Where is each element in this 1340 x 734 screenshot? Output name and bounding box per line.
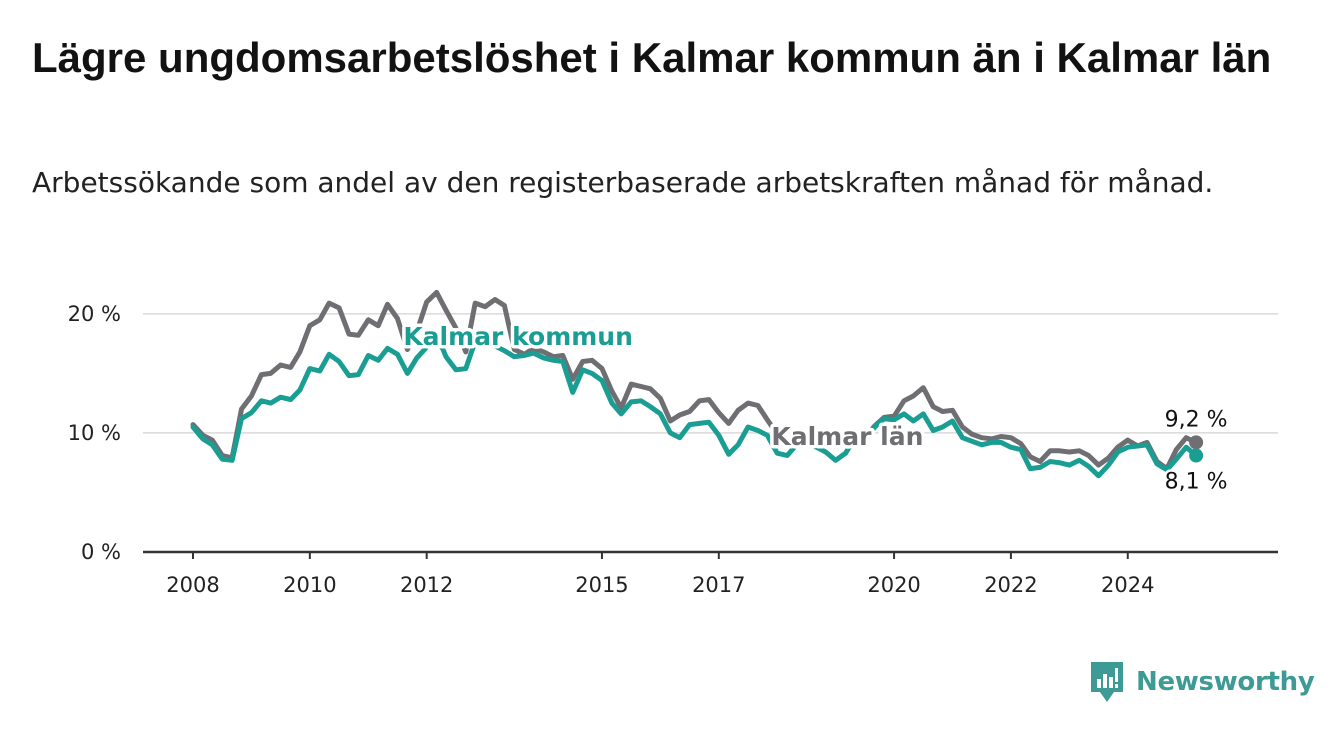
y-tick-label: 0 % <box>81 540 121 564</box>
y-tick-labels: 0 % 10 % 20 % <box>68 302 121 564</box>
x-tick-label: 2008 <box>166 573 219 597</box>
x-tick-label: 2024 <box>1101 573 1154 597</box>
y-tick-label: 10 % <box>68 421 121 445</box>
y-tick-label: 20 % <box>68 302 121 326</box>
x-tick-labels: 2008 2010 2012 2015 2017 2020 2022 2024 <box>166 552 1154 597</box>
brand-name: Newsworthy <box>1136 667 1315 697</box>
chart-labels: Kalmar kommun Kalmar län 9,2 % 8,1 % <box>400 318 1230 497</box>
end-value-label-kalmar-lan: 9,2 % <box>1165 407 1228 432</box>
chart-title: Lägre ungdomsarbetslöshet i Kalmar kommu… <box>32 34 1272 81</box>
chart-subtitle: Arbetssökande som andel av den registerb… <box>32 166 1214 199</box>
end-point-kalmar-kommun <box>1189 448 1204 463</box>
series-lines <box>190 289 1204 479</box>
newsworthy-logo-icon <box>1091 662 1123 702</box>
x-tick-label: 2012 <box>400 573 453 597</box>
x-tick-label: 2017 <box>692 573 745 597</box>
series-line-kalmar-lan <box>190 289 1199 472</box>
series-label-kalmar-kommun: Kalmar kommun <box>403 322 633 351</box>
series-line-kalmar-kommun <box>190 331 1199 479</box>
series-label-kalmar-lan: Kalmar län <box>771 422 923 451</box>
x-tick-label: 2010 <box>283 573 336 597</box>
x-tick-label: 2015 <box>575 573 628 597</box>
x-tick-label: 2022 <box>984 573 1037 597</box>
end-value-label-kalmar-kommun: 8,1 % <box>1165 469 1228 494</box>
x-tick-label: 2020 <box>867 573 920 597</box>
end-point-kalmar-lan <box>1189 435 1204 450</box>
gridlines <box>143 313 1278 434</box>
brand-logo: Newsworthy <box>1088 660 1315 704</box>
